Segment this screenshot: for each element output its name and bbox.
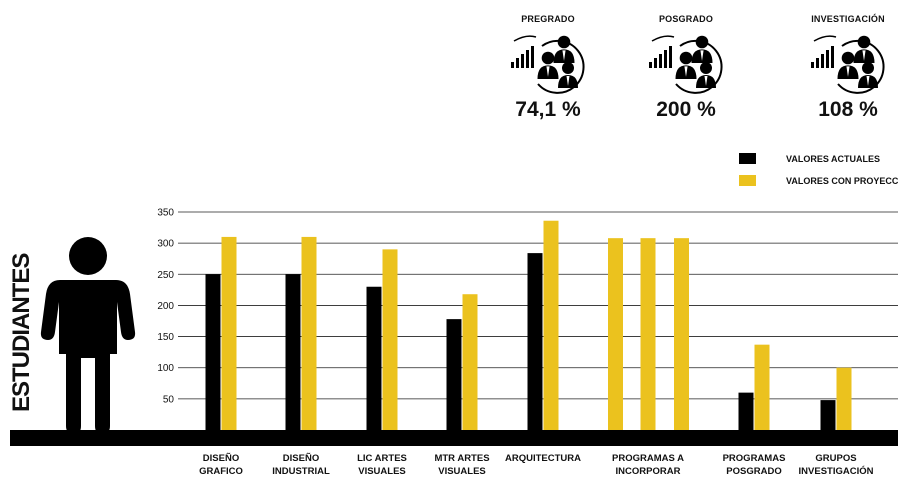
x-tick-label: DISEÑO INDUSTRIAL [272, 453, 330, 477]
growth-bar [659, 54, 662, 68]
growth-bar [831, 46, 834, 68]
person-head [679, 51, 693, 65]
y-tick-label: 300 [157, 239, 174, 250]
legend-swatch-actual [739, 153, 756, 164]
x-tick-label: DISEÑO GRAFICO [199, 453, 243, 477]
kpi-posgrado: POSGRADO 200 % [626, 14, 746, 122]
bar-projection [543, 220, 559, 430]
legend-swatch-projection [739, 175, 756, 186]
growth-bar [654, 58, 657, 68]
legend-label-projection: VALORES CON PROYECCION [786, 175, 898, 186]
bar-actual [820, 400, 836, 430]
growth-bar [821, 54, 824, 68]
growth-bar [669, 46, 672, 68]
person-head [700, 62, 712, 74]
growth-bar [664, 50, 667, 68]
y-tick-label: 350 [157, 208, 174, 219]
bar-actual [366, 286, 382, 430]
growth-bar [811, 62, 814, 68]
kpi-pregrado: PREGRADO 74,1 % [488, 14, 608, 122]
kpi-value: 74,1 % [515, 98, 581, 121]
person-tie [704, 76, 708, 86]
x-tick-label: LIC ARTES VISUALES [357, 453, 407, 477]
person-head [562, 62, 574, 74]
person-icon [40, 237, 136, 434]
person-head [841, 51, 855, 65]
growth-bar [511, 62, 514, 68]
growth-bar [516, 58, 519, 68]
bar-projection [754, 344, 770, 430]
x-tick-label: ARQUITECTURA [505, 453, 581, 464]
growth-bar [521, 54, 524, 68]
person-head [857, 35, 871, 49]
bar-actual [527, 253, 543, 430]
growth-arrow [513, 35, 537, 42]
growth-bar [816, 58, 819, 68]
person-tie [866, 76, 870, 86]
bar-projection [301, 236, 317, 430]
people-growth-icon [811, 35, 885, 94]
person-tie [684, 66, 688, 77]
growth-arrow [813, 35, 837, 42]
kpi-label: PREGRADO [521, 14, 575, 24]
y-tick-label: 150 [157, 332, 174, 343]
y-tick-label: 200 [157, 301, 174, 312]
y-tick-label: 100 [157, 363, 174, 374]
bar-projection [640, 238, 656, 430]
person-tie [562, 50, 566, 61]
kpi-label: POSGRADO [658, 14, 714, 24]
y-tick-label: 50 [163, 394, 175, 405]
person-tie [546, 66, 550, 77]
bar-projection [221, 236, 237, 430]
x-tick-label: GRUPOS INVESTIGACIÓN [798, 453, 874, 477]
bar-projection [608, 238, 623, 430]
bar-actual [738, 392, 754, 430]
bar-projection [674, 238, 689, 430]
legend-item-projection: VALORES CON PROYECCION [739, 175, 898, 186]
bar-actual [205, 274, 221, 430]
people-growth-icon [649, 35, 723, 94]
people-growth-icon [511, 35, 585, 94]
legend-item-actual: VALORES ACTUALES [739, 153, 880, 164]
baseline-bar [10, 430, 898, 446]
bar-actual [285, 274, 301, 430]
person-head [695, 35, 709, 49]
kpi-label: INVESTIGACIÓN [811, 14, 885, 24]
growth-arrow [651, 35, 675, 42]
kpi-investigacion: INVESTIGACIÓN 108 % [788, 14, 898, 122]
kpi-value: 108 % [818, 98, 878, 121]
y-tick-label: 250 [157, 270, 174, 281]
bar-actual [446, 319, 462, 430]
x-tick-label: PROGRAMAS A INCORPORAR [612, 453, 684, 477]
growth-bar [826, 50, 829, 68]
person-tie [566, 76, 570, 86]
growth-bar [531, 46, 534, 68]
person-tie [700, 50, 704, 61]
growth-bar [649, 62, 652, 68]
x-tick-label: PROGRAMAS POSGRADO [722, 453, 786, 477]
growth-bar [526, 50, 529, 68]
person-head [557, 35, 571, 49]
bar-projection [836, 367, 852, 430]
person-head [862, 62, 874, 74]
person-head [541, 51, 555, 65]
x-tick-label: MTR ARTES VISUALES [434, 453, 490, 477]
bar-projection [382, 249, 398, 430]
person-tie [846, 66, 850, 77]
person-tie [862, 50, 866, 61]
bar-projection [462, 294, 478, 430]
kpi-value: 200 % [656, 98, 716, 121]
legend-label-actual: VALORES ACTUALES [786, 153, 881, 164]
